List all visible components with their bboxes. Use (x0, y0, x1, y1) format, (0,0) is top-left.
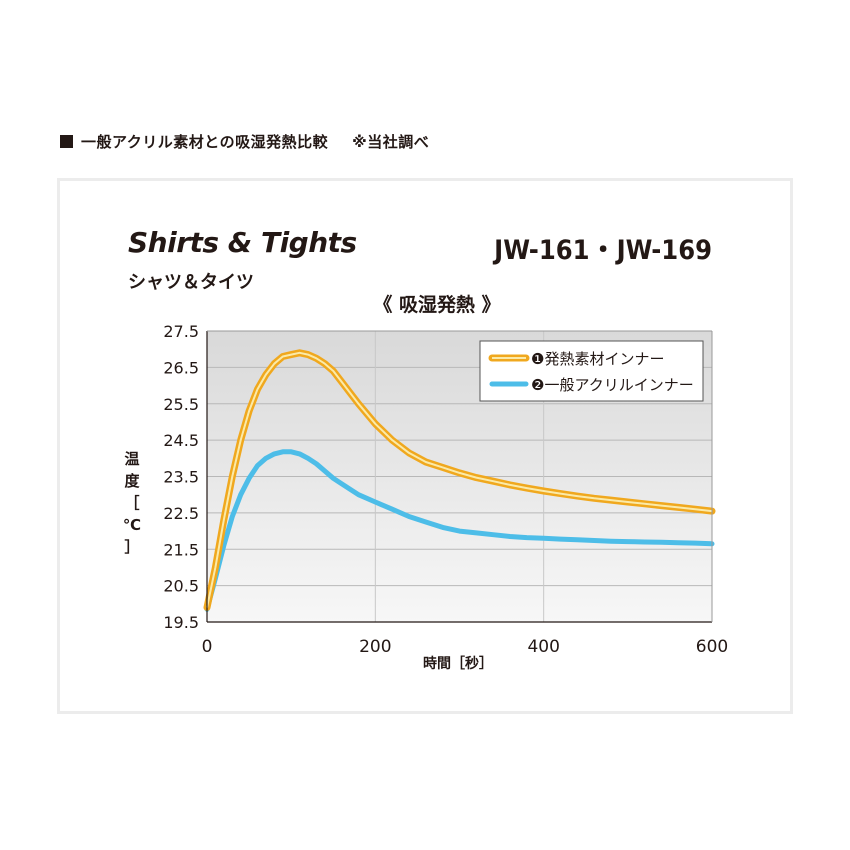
series-lines (203, 349, 716, 612)
square-bullet-icon (60, 135, 73, 148)
y-tick-label: 26.5 (163, 358, 199, 377)
y-tick-labels: 27.5 26.5 25.5 24.5 23.5 22.5 21.5 20.5 19.5 (163, 322, 199, 632)
y-tick-label: 22.5 (163, 504, 199, 523)
caption-text: 一般アクリル素材との吸湿発熱比較 (81, 133, 329, 151)
y-tick-label: 19.5 (163, 613, 199, 632)
product-name-ja: シャツ＆タイツ (128, 272, 254, 293)
x-tick-label: 0 (202, 637, 213, 657)
y-tick-label: 20.5 (163, 577, 199, 596)
legend: ❶発熱素材インナー ❷一般アクリルインナー (479, 340, 704, 402)
y-tick-label: 25.5 (163, 395, 199, 414)
series-line-heat-highlight (206, 351, 713, 608)
x-tick-label: 600 (696, 637, 728, 657)
x-axis-label: 時間［秒］ (423, 655, 493, 672)
y-axis-label: 温度［℃］ (123, 450, 141, 556)
model-numbers: JW-161・JW-169 (494, 235, 712, 266)
legend-label-acrylic: ❷一般アクリルインナー (531, 376, 694, 394)
y-tick-label: 24.5 (163, 431, 199, 450)
legend-label-heat: ❶発熱素材インナー (531, 350, 664, 368)
product-name-en: Shirts & Tights (128, 226, 357, 259)
chart-title: 《 吸湿発熱 》 (373, 294, 501, 316)
y-tick-label: 23.5 (163, 468, 199, 487)
series-line-acrylic (204, 449, 715, 612)
axes (206, 330, 713, 623)
y-tick-label: 27.5 (163, 322, 199, 341)
legend-box (479, 340, 704, 402)
y-tick-label: 21.5 (163, 540, 199, 559)
figure-caption: 一般アクリル素材との吸湿発熱比較 ※当社調べ (60, 131, 429, 152)
x-tick-labels: 0 200 400 600 (202, 637, 729, 657)
x-tick-label: 400 (527, 637, 559, 657)
caption-note: ※当社調べ (352, 133, 430, 151)
x-tick-label: 200 (359, 637, 391, 657)
